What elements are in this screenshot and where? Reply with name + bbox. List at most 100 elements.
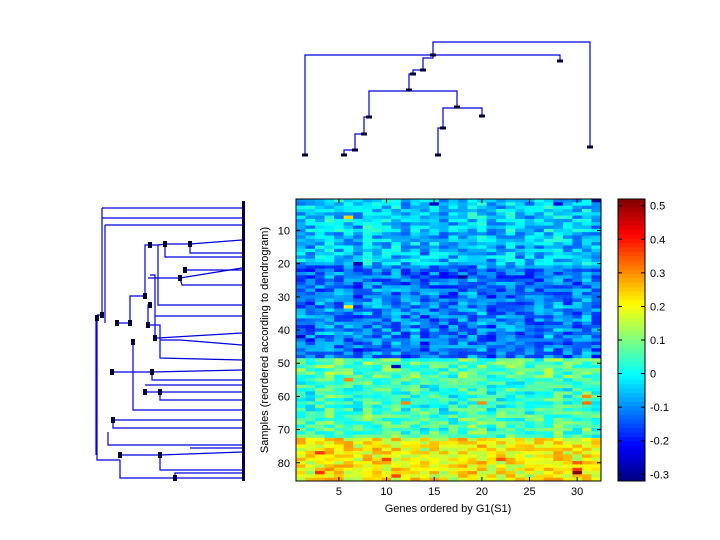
- heatmap-cell: [543, 321, 554, 326]
- heatmap-cell: [381, 218, 392, 223]
- heatmap-cell: [315, 454, 325, 459]
- heatmap-cell: [458, 291, 468, 296]
- heatmap-cell: [305, 255, 316, 260]
- heatmap-cell: [315, 371, 325, 376]
- heatmap-cell: [591, 235, 602, 240]
- heatmap-cell: [515, 394, 526, 399]
- heatmap-cell: [381, 398, 392, 402]
- heatmap-cell: [448, 437, 459, 442]
- heatmap-cell: [505, 208, 516, 213]
- heatmap-cell: [591, 335, 602, 339]
- heatmap-cell: [477, 368, 488, 372]
- heatmap-cell: [496, 348, 507, 353]
- heatmap-cell: [524, 328, 535, 333]
- heatmap-cell: [477, 378, 488, 382]
- heatmap-cell: [419, 305, 430, 309]
- heatmap-cell: [305, 371, 316, 376]
- heatmap-cell: [438, 262, 449, 266]
- heatmap-cell: [334, 311, 345, 316]
- heatmap-cell: [353, 431, 364, 435]
- heatmap-cell: [296, 218, 306, 223]
- heatmap-cell: [315, 447, 325, 452]
- heatmap-cell: [496, 358, 507, 362]
- heatmap-cell: [362, 461, 373, 465]
- heatmap-cell: [572, 437, 583, 442]
- heatmap-cell: [419, 262, 430, 266]
- heatmap-cell: [334, 461, 345, 465]
- heatmap-cell: [486, 414, 497, 419]
- dendrogram-node: [352, 148, 358, 152]
- heatmap-cell: [315, 295, 325, 299]
- heatmap-cell: [353, 341, 364, 346]
- heatmap-cell: [324, 258, 335, 263]
- heatmap-cell: [438, 199, 449, 203]
- heatmap-cell: [362, 427, 373, 432]
- heatmap-cell: [458, 361, 468, 366]
- heatmap-cell: [391, 291, 402, 296]
- colorbar-segment: [618, 203, 645, 209]
- heatmap-cell: [324, 341, 335, 346]
- heatmap-cell: [534, 348, 545, 353]
- heatmap-cell: [486, 238, 497, 243]
- heatmap-cell: [486, 394, 497, 399]
- heatmap-cell: [581, 315, 592, 319]
- heatmap-cell: [534, 454, 545, 459]
- heatmap-cell: [515, 398, 526, 402]
- heatmap-cell: [486, 232, 497, 236]
- heatmap-cell: [543, 411, 554, 416]
- heatmap-cell: [410, 411, 421, 416]
- heatmap-cell: [486, 371, 497, 376]
- heatmap-cell: [562, 235, 573, 240]
- heatmap-cell: [515, 384, 526, 389]
- heatmap-cell: [410, 232, 421, 236]
- heatmap-cell: [343, 398, 354, 402]
- heatmap-cell: [334, 354, 345, 359]
- heatmap-cell: [448, 348, 459, 353]
- heatmap-cell: [429, 464, 440, 469]
- heatmap-cell: [400, 374, 411, 379]
- heatmap-cell: [391, 212, 402, 216]
- heatmap-cell: [553, 341, 564, 346]
- heatmap-cell: [429, 328, 440, 333]
- heatmap-cell: [400, 291, 411, 296]
- heatmap-cell: [515, 461, 526, 465]
- heatmap-cell: [448, 477, 459, 482]
- heatmap-cell: [467, 447, 478, 452]
- colorbar-segment: [618, 282, 645, 288]
- heatmap-cell: [334, 434, 345, 439]
- heatmap-cell: [553, 308, 564, 313]
- heatmap-cell: [429, 225, 440, 230]
- heatmap-cell: [419, 215, 430, 220]
- heatmap-cell: [353, 242, 364, 246]
- dendrogram-branch: [151, 372, 242, 381]
- heatmap-cell: [305, 331, 316, 336]
- heatmap-cell: [534, 461, 545, 465]
- heatmap-cell: [496, 208, 507, 213]
- heatmap-cell: [305, 218, 316, 223]
- heatmap-cell: [315, 278, 325, 283]
- heatmap-cell: [581, 308, 592, 313]
- heatmap-cell: [315, 338, 325, 343]
- heatmap-cell: [477, 315, 488, 319]
- heatmap-cell: [343, 421, 354, 425]
- heatmap-cell: [553, 311, 564, 316]
- heatmap-cell: [315, 427, 325, 432]
- heatmap-cell: [534, 275, 545, 280]
- heatmap-cell: [496, 424, 507, 429]
- heatmap-cell: [543, 374, 554, 379]
- heatmap-cell: [372, 424, 383, 429]
- heatmap-cell: [419, 424, 430, 429]
- heatmap-cell: [591, 408, 602, 412]
- heatmap-cell: [343, 238, 354, 243]
- heatmap-cell: [467, 265, 478, 270]
- heatmap-cell: [458, 262, 468, 266]
- heatmap-cell: [419, 414, 430, 419]
- heatmap-cell: [553, 305, 564, 309]
- heatmap-cell: [305, 444, 316, 449]
- heatmap-cell: [477, 384, 488, 389]
- heatmap-cell: [486, 311, 497, 316]
- heatmap-cell: [429, 262, 440, 266]
- heatmap-cell: [296, 335, 306, 339]
- heatmap-cell: [477, 441, 488, 445]
- heatmap-cell: [505, 281, 516, 286]
